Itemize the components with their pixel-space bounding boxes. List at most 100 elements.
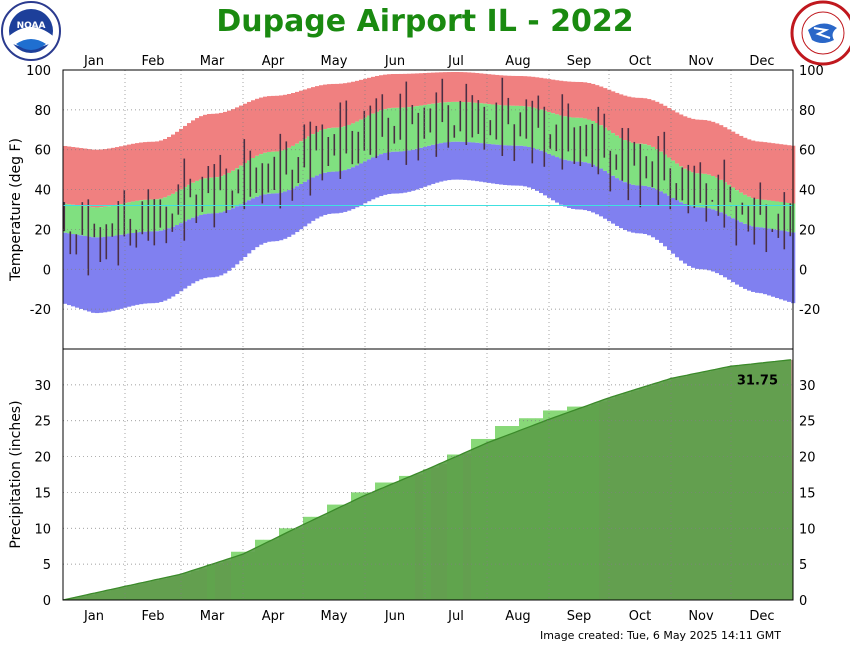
normal-band: [787, 203, 792, 232]
normal-band: [335, 127, 340, 172]
precip-tick-label-left: 10: [34, 522, 51, 537]
normal-band: [351, 123, 356, 168]
record-low-band: [147, 231, 152, 304]
normal-band: [463, 102, 468, 142]
record-low-band: [467, 142, 472, 181]
normal-band: [611, 133, 616, 176]
month-label-top: Oct: [629, 54, 651, 69]
record-low-band: [547, 153, 552, 198]
record-low-band: [459, 141, 464, 180]
daily-temp-bar: [63, 202, 66, 232]
record-low-band: [527, 146, 532, 188]
normal-band: [715, 177, 720, 211]
daily-temp-bar: [219, 154, 222, 191]
daily-temp-bar: [303, 124, 306, 168]
normal-band: [303, 138, 308, 182]
record-high-band: [383, 74, 388, 110]
normal-band: [111, 205, 116, 236]
record-high-band: [83, 148, 88, 207]
normal-band: [255, 155, 260, 197]
temp-tick-label-right: 60: [799, 144, 816, 159]
record-low-band: [75, 234, 80, 308]
record-low-band: [399, 151, 404, 194]
normal-band: [163, 197, 168, 230]
record-low-band: [307, 179, 312, 224]
record-high-band: [663, 105, 668, 155]
record-low-band: [743, 223, 748, 289]
precipitation-ylabel: Precipitation (inches): [8, 400, 24, 548]
daily-temp-bar: [411, 104, 414, 125]
normal-band: [423, 104, 428, 147]
record-high-band: [531, 76, 536, 108]
normal-band: [483, 103, 488, 144]
record-high-band: [715, 123, 720, 178]
normal-band: [555, 114, 560, 158]
record-high-band: [751, 140, 756, 199]
record-high-band: [579, 81, 584, 118]
record-low-band: [479, 143, 484, 182]
normal-band: [91, 207, 96, 238]
precip-normal-line: [62, 359, 792, 601]
daily-temp-bar: [309, 121, 312, 196]
normal-band: [447, 102, 452, 143]
record-low-band: [607, 173, 612, 222]
record-low-band: [303, 181, 308, 227]
record-low-band: [487, 143, 492, 183]
record-high-band: [283, 94, 288, 150]
record-low-band: [323, 172, 328, 215]
record-high-band: [191, 120, 196, 183]
record-low-band: [87, 236, 92, 312]
record-low-band: [199, 214, 204, 280]
record-low-band: [779, 230, 784, 300]
normal-band: [751, 198, 756, 227]
record-high-band: [243, 103, 248, 163]
record-low-band: [439, 143, 444, 182]
daily-temp-bar: [99, 227, 102, 263]
daily-temp-bar: [729, 186, 732, 203]
record-high-band: [623, 95, 628, 141]
record-high-band: [447, 72, 452, 103]
month-label-top: Nov: [688, 54, 714, 69]
normal-band: [379, 110, 384, 155]
normal-band: [531, 107, 536, 148]
record-low-band: [95, 237, 100, 314]
normal-band: [95, 207, 100, 238]
record-high-band: [135, 143, 140, 201]
record-high-band: [743, 137, 748, 195]
normal-band: [503, 105, 508, 146]
daily-temp-bar: [441, 78, 444, 123]
normal-band: [159, 198, 164, 231]
record-low-band: [403, 151, 408, 193]
record-high-band: [251, 100, 256, 158]
record-high-band: [571, 81, 576, 118]
record-high-band: [523, 76, 528, 107]
record-high-band: [259, 97, 264, 155]
record-low-band: [271, 193, 276, 242]
record-low-band: [675, 200, 680, 258]
daily-temp-bar: [561, 94, 564, 170]
normal-band: [395, 107, 400, 152]
daily-temp-bar: [447, 105, 450, 148]
normal-band: [411, 106, 416, 150]
record-low-band: [671, 197, 676, 254]
record-low-band: [231, 208, 236, 268]
normal-band: [495, 104, 500, 145]
record-low-band: [667, 195, 672, 250]
record-high-band: [667, 108, 672, 158]
record-low-band: [615, 178, 620, 226]
nws-logo: [790, 0, 850, 66]
daily-temp-bar: [417, 112, 420, 161]
record-low-band: [475, 142, 480, 182]
month-label-top: Aug: [505, 54, 530, 69]
normal-band: [711, 176, 716, 210]
chart-title: Dupage Airport IL - 2022: [216, 4, 634, 39]
record-high-band: [91, 149, 96, 208]
normal-band: [623, 140, 628, 183]
normal-band: [291, 145, 296, 189]
record-low-band: [263, 194, 268, 243]
normal-band: [511, 105, 516, 146]
record-high-band: [735, 133, 740, 191]
record-high-band: [599, 86, 604, 126]
record-low-band: [691, 206, 696, 268]
